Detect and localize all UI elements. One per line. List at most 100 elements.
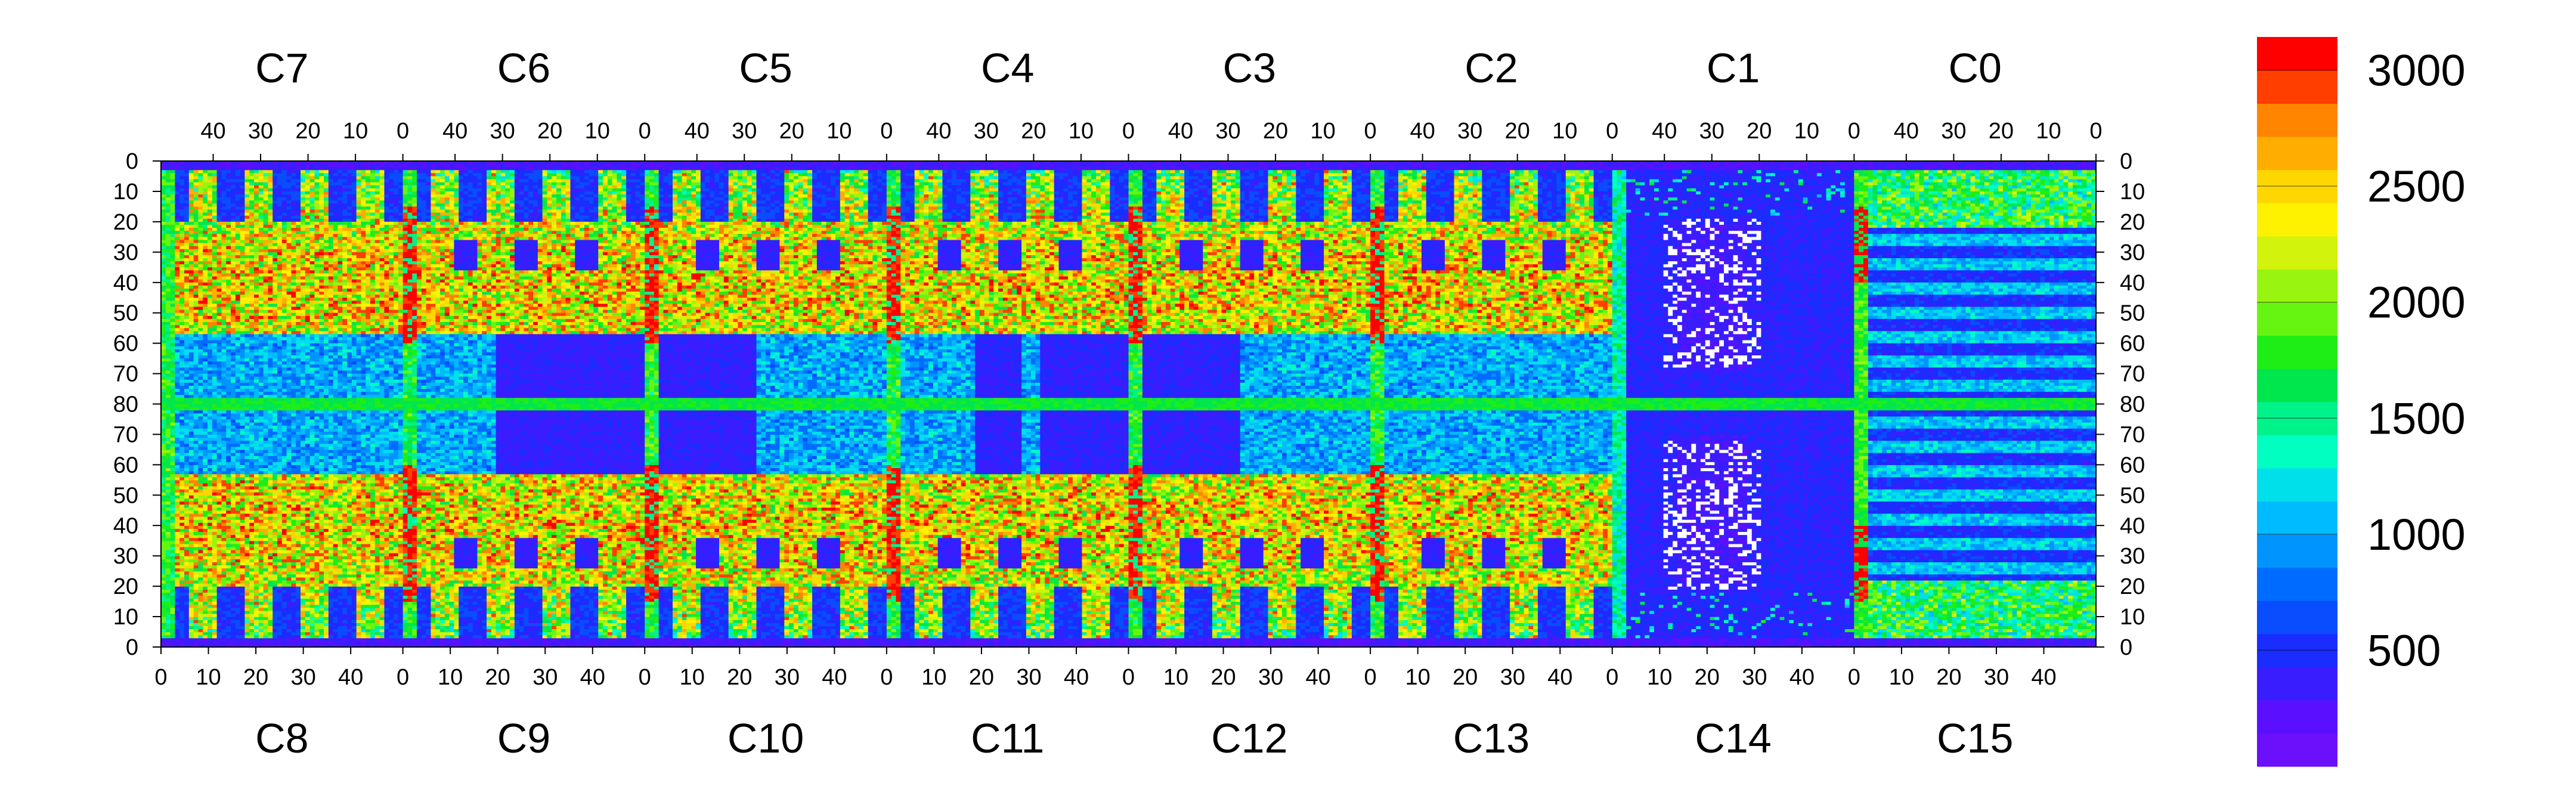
heatmap-cell — [268, 194, 273, 198]
heatmap-cell — [175, 310, 179, 314]
heatmap-cell — [291, 273, 296, 277]
heatmap-cell — [221, 240, 226, 243]
heatmap-cell — [175, 164, 179, 168]
heatmap-cell — [333, 286, 338, 289]
heatmap-cell — [212, 222, 217, 225]
heatmap-cell — [171, 173, 175, 177]
heatmap-cell — [212, 170, 217, 174]
heatmap-cell — [361, 225, 366, 228]
heatmap-cell — [357, 210, 361, 213]
heatmap-cell — [208, 310, 212, 314]
heatmap-cell — [203, 213, 208, 216]
heatmap-cell — [208, 313, 212, 317]
heatmap-cell — [361, 292, 366, 295]
heatmap-cell — [240, 292, 245, 295]
heatmap-cell — [244, 237, 249, 240]
heatmap-cell — [310, 164, 315, 168]
heatmap-cell — [305, 200, 310, 204]
heatmap-cell — [189, 273, 194, 277]
heatmap-cell — [329, 280, 333, 283]
heatmap-cell — [254, 298, 259, 301]
heatmap-cell — [203, 219, 208, 222]
heatmap-cell — [184, 225, 189, 228]
heatmap-cell — [236, 222, 240, 225]
heatmap-cell — [208, 191, 212, 195]
heatmap-cell — [282, 203, 287, 207]
heatmap-cell — [189, 289, 194, 292]
heatmap-cell — [226, 252, 231, 256]
heatmap-cell — [244, 261, 249, 265]
heatmap-cell — [268, 213, 273, 216]
heatmap-cell — [203, 231, 208, 234]
heatmap-cell — [398, 252, 403, 256]
heatmap-cell — [287, 200, 292, 204]
heatmap-cell — [189, 225, 194, 228]
heatmap-cell — [324, 261, 329, 265]
heatmap-cell — [338, 237, 342, 240]
heatmap-cell — [366, 173, 370, 177]
heatmap-cell — [329, 185, 333, 189]
heatmap-cell — [259, 191, 264, 195]
heatmap-cell — [231, 237, 236, 240]
heatmap-cell — [236, 270, 240, 274]
heatmap-cell — [231, 191, 236, 195]
heatmap-cell — [226, 307, 231, 311]
heatmap-cell — [259, 298, 264, 301]
heatmap-cell — [324, 203, 329, 207]
heatmap-cell — [310, 240, 315, 243]
heatmap-cell — [171, 289, 175, 292]
heatmap-cell — [244, 170, 249, 174]
heatmap-cell — [301, 185, 305, 189]
heatmap-cell — [264, 185, 268, 189]
heatmap-cell — [166, 225, 171, 228]
heatmap-cell — [352, 270, 357, 274]
heatmap-cell — [375, 261, 380, 265]
heatmap-cell — [273, 188, 277, 192]
heatmap-cell — [287, 307, 292, 311]
heatmap-cell — [236, 292, 240, 295]
heatmap-cell — [226, 313, 231, 317]
heatmap-cell — [338, 225, 342, 228]
heatmap-cell — [329, 167, 333, 171]
heatmap-cell — [231, 295, 236, 298]
heatmap-cell — [179, 280, 184, 283]
heatmap-cell — [398, 280, 403, 283]
heatmap-cell — [394, 264, 398, 268]
heatmap-cell — [282, 234, 287, 237]
heatmap-cell — [361, 219, 366, 222]
heatmap-cell — [347, 249, 352, 253]
heatmap-cell — [301, 270, 305, 274]
heatmap-cell — [161, 307, 166, 311]
heatmap-cell — [184, 167, 189, 171]
heatmap-cell — [254, 213, 259, 216]
heatmap-cell — [310, 210, 315, 213]
heatmap-cell — [361, 234, 366, 237]
heatmap-cell — [161, 197, 166, 201]
heatmap-cell — [352, 173, 357, 177]
heatmap-cell — [240, 228, 245, 231]
heatmap-cell — [329, 228, 333, 231]
heatmap-cell — [268, 216, 273, 219]
heatmap-cell — [305, 216, 310, 219]
heatmap-cell — [226, 301, 231, 304]
heatmap-cell — [361, 277, 366, 280]
heatmap-cell — [375, 164, 380, 168]
heatmap-cell — [236, 173, 240, 177]
heatmap-cell — [333, 237, 338, 240]
heatmap-cell — [370, 261, 375, 265]
heatmap-cell — [389, 179, 394, 183]
heatmap-cell — [277, 194, 282, 198]
heatmap-cell — [342, 246, 347, 250]
heatmap-cell — [310, 228, 315, 231]
heatmap-cell — [221, 286, 226, 289]
heatmap-cell — [236, 310, 240, 314]
heatmap-cell — [198, 249, 203, 253]
heatmap-cell — [264, 246, 268, 250]
heatmap-cell — [171, 273, 175, 277]
heatmap-cell — [357, 307, 361, 311]
heatmap-cell — [357, 234, 361, 237]
heatmap-cell — [338, 264, 342, 268]
heatmap-cell — [375, 203, 380, 207]
heatmap-cell — [277, 225, 282, 228]
heatmap-cell — [333, 167, 338, 171]
